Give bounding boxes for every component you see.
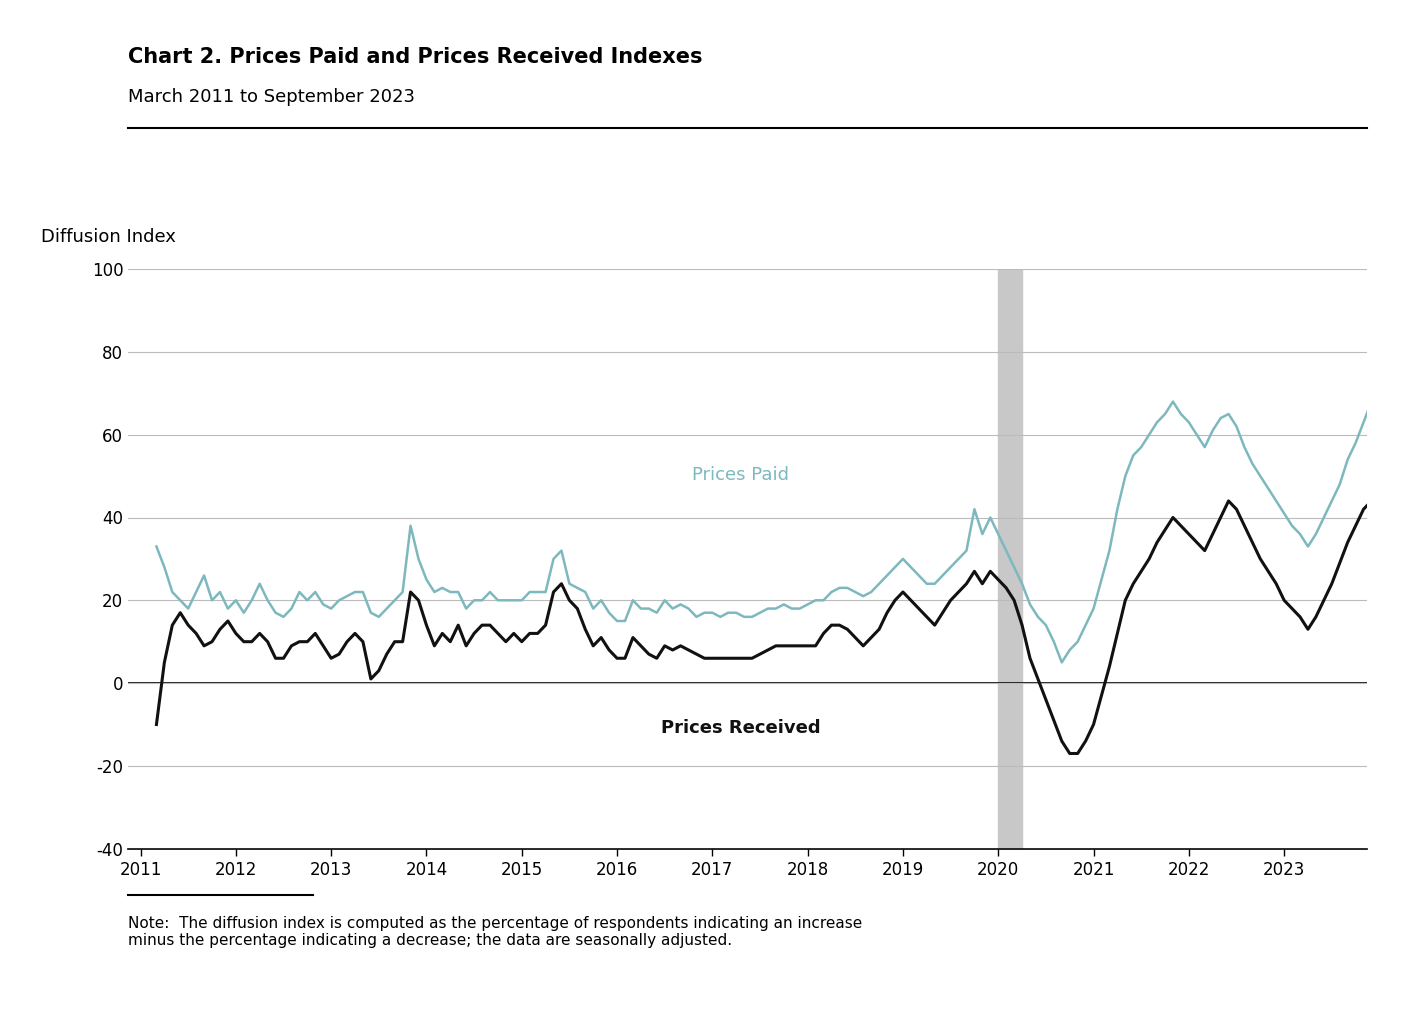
Text: Prices Received: Prices Received [661, 718, 820, 737]
Text: Diffusion Index: Diffusion Index [41, 228, 177, 246]
Text: Chart 2. Prices Paid and Prices Received Indexes: Chart 2. Prices Paid and Prices Received… [128, 47, 702, 66]
Text: Note:  The diffusion index is computed as the percentage of respondents indicati: Note: The diffusion index is computed as… [128, 916, 863, 948]
Text: Prices Paid: Prices Paid [692, 466, 789, 484]
Bar [998, 269, 1022, 849]
Text: March 2011 to September 2023: March 2011 to September 2023 [128, 88, 416, 106]
